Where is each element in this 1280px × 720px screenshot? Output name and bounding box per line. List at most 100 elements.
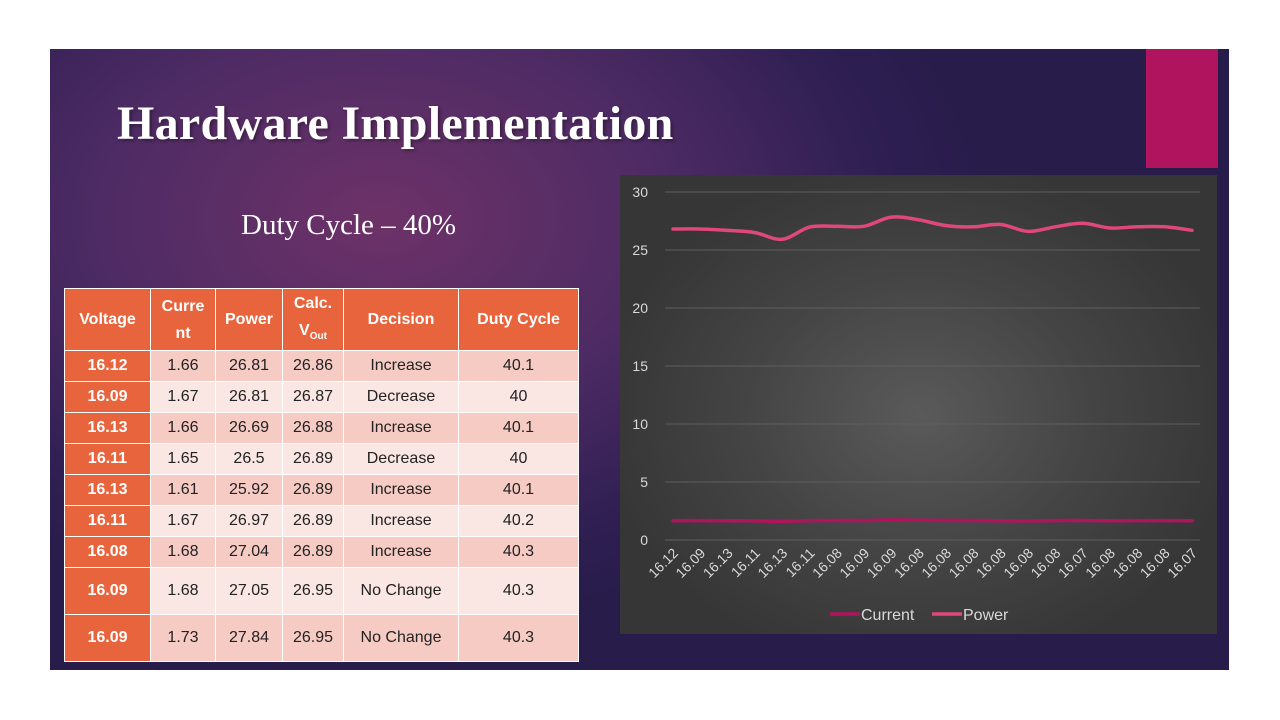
header-power: Power bbox=[215, 288, 283, 351]
table-row: 16.13 1.66 26.69 26.88 Increase 40.1 bbox=[64, 412, 579, 444]
legend-label-power: Power bbox=[963, 607, 1009, 624]
cell-power: 27.04 bbox=[215, 536, 283, 568]
header-duty-cycle: Duty Cycle bbox=[458, 288, 579, 351]
cell-current: 1.68 bbox=[150, 567, 216, 615]
x-tick-label: 16.11 bbox=[728, 545, 764, 581]
cell-calc-vout: 26.88 bbox=[282, 412, 344, 444]
y-tick-label: 15 bbox=[632, 358, 648, 374]
cell-decision: Increase bbox=[343, 350, 459, 382]
chart-svg: 05101520253016.1216.0916.1316.1116.1316.… bbox=[632, 184, 1200, 624]
table-header-row: Voltage Curre nt Power Calc. VOut Decision… bbox=[64, 288, 579, 351]
y-tick-label: 20 bbox=[632, 300, 648, 316]
cell-power: 27.84 bbox=[215, 614, 283, 662]
x-tick-label: 16.13 bbox=[700, 545, 736, 581]
x-tick-label: 16.08 bbox=[891, 545, 927, 581]
cell-duty-cycle: 40.3 bbox=[458, 614, 579, 662]
cell-duty-cycle: 40 bbox=[458, 381, 579, 413]
x-tick-label: 16.08 bbox=[918, 545, 954, 581]
table-row: 16.08 1.68 27.04 26.89 Increase 40.3 bbox=[64, 536, 579, 568]
x-tick-label: 16.07 bbox=[1055, 545, 1091, 581]
header-current-line1: Curre bbox=[161, 297, 205, 315]
cell-calc-vout: 26.89 bbox=[282, 474, 344, 506]
line-chart: 0 5 10 15 20 25 30 16.12 16.09 16.13 16.11 16.13 16.… bbox=[620, 175, 1217, 634]
x-tick-label: 16.09 bbox=[864, 545, 900, 581]
measurement-table: Voltage Curre nt Power Calc. VOut Decision… bbox=[64, 288, 579, 662]
x-tick-label: 16.13 bbox=[754, 545, 790, 581]
cell-duty-cycle: 40.1 bbox=[458, 412, 579, 444]
cell-decision: Increase bbox=[343, 505, 459, 537]
table-row: 16.09 1.73 27.84 26.95 No Change 40.3 bbox=[64, 614, 579, 662]
cell-power: 26.97 bbox=[215, 505, 283, 537]
x-tick-label: 16.09 bbox=[836, 545, 872, 581]
cell-current: 1.67 bbox=[150, 505, 216, 537]
cell-voltage: 16.12 bbox=[64, 350, 151, 382]
cell-voltage: 16.09 bbox=[64, 614, 151, 662]
table-row: 16.09 1.67 26.81 26.87 Decrease 40 bbox=[64, 381, 579, 413]
cell-voltage: 16.11 bbox=[64, 505, 151, 537]
cell-current: 1.73 bbox=[150, 614, 216, 662]
cell-decision: Increase bbox=[343, 474, 459, 506]
x-tick-label: 16.08 bbox=[1027, 545, 1063, 581]
cell-current: 1.67 bbox=[150, 381, 216, 413]
cell-decision: No Change bbox=[343, 614, 459, 662]
cell-duty-cycle: 40.3 bbox=[458, 567, 579, 615]
header-calc-vout: Calc. VOut bbox=[282, 288, 344, 351]
table-row: 16.12 1.66 26.81 26.86 Increase 40.1 bbox=[64, 350, 579, 382]
header-voltage: Voltage bbox=[64, 288, 151, 351]
header-decision: Decision bbox=[343, 288, 459, 351]
cell-voltage: 16.08 bbox=[64, 536, 151, 568]
header-calc-v: V bbox=[299, 321, 310, 339]
cell-decision: Decrease bbox=[343, 381, 459, 413]
cell-voltage: 16.13 bbox=[64, 474, 151, 506]
x-tick-label: 16.09 bbox=[672, 545, 708, 581]
x-tick-label: 16.12 bbox=[645, 545, 681, 581]
x-tick-label: 16.08 bbox=[809, 545, 845, 581]
cell-power: 26.81 bbox=[215, 381, 283, 413]
x-tick-label: 16.08 bbox=[945, 545, 981, 581]
x-tick-label: 16.08 bbox=[1109, 545, 1145, 581]
cell-calc-vout: 26.89 bbox=[282, 505, 344, 537]
cell-power: 26.81 bbox=[215, 350, 283, 382]
x-tick-label: 16.08 bbox=[973, 545, 1009, 581]
header-current: Curre nt bbox=[150, 288, 216, 351]
y-tick-label: 30 bbox=[632, 184, 648, 200]
cell-decision: Increase bbox=[343, 412, 459, 444]
cell-calc-vout: 26.95 bbox=[282, 567, 344, 615]
cell-voltage: 16.09 bbox=[64, 567, 151, 615]
cell-current: 1.66 bbox=[150, 412, 216, 444]
cell-calc-vout: 26.89 bbox=[282, 536, 344, 568]
series-line-current bbox=[671, 518, 1194, 524]
header-current-line2: nt bbox=[175, 324, 191, 342]
table-row: 16.11 1.67 26.97 26.89 Increase 40.2 bbox=[64, 505, 579, 537]
y-tick-label: 25 bbox=[632, 242, 648, 258]
cell-duty-cycle: 40 bbox=[458, 443, 579, 475]
y-tick-label: 10 bbox=[632, 416, 648, 432]
cell-decision: Increase bbox=[343, 536, 459, 568]
series-line-power bbox=[671, 215, 1194, 242]
cell-voltage: 16.11 bbox=[64, 443, 151, 475]
slide-subtitle: Duty Cycle – 40% bbox=[241, 209, 457, 241]
cell-power: 27.05 bbox=[215, 567, 283, 615]
cell-decision: Decrease bbox=[343, 443, 459, 475]
table-body: 16.12 1.66 26.81 26.86 Increase 40.1 16.09 1.67… bbox=[64, 350, 579, 662]
x-tick-label: 16.07 bbox=[1164, 545, 1200, 581]
y-tick-label: 5 bbox=[640, 474, 648, 490]
cell-calc-vout: 26.95 bbox=[282, 614, 344, 662]
y-tick-label: 0 bbox=[640, 532, 648, 548]
cell-power: 26.69 bbox=[215, 412, 283, 444]
table-row: 16.13 1.61 25.92 26.89 Increase 40.1 bbox=[64, 474, 579, 506]
cell-duty-cycle: 40.3 bbox=[458, 536, 579, 568]
cell-power: 25.92 bbox=[215, 474, 283, 506]
cell-voltage: 16.09 bbox=[64, 381, 151, 413]
cell-current: 1.61 bbox=[150, 474, 216, 506]
x-tick-label: 16.08 bbox=[1082, 545, 1118, 581]
table-row: 16.09 1.68 27.05 26.95 No Change 40.3 bbox=[64, 567, 579, 615]
cell-current: 1.66 bbox=[150, 350, 216, 382]
header-calc-sub: Out bbox=[309, 330, 327, 342]
cell-current: 1.65 bbox=[150, 443, 216, 475]
x-tick-label: 16.08 bbox=[1000, 545, 1036, 581]
cell-calc-vout: 26.86 bbox=[282, 350, 344, 382]
x-tick-label: 16.08 bbox=[1137, 545, 1173, 581]
cell-duty-cycle: 40.1 bbox=[458, 474, 579, 506]
cell-current: 1.68 bbox=[150, 536, 216, 568]
